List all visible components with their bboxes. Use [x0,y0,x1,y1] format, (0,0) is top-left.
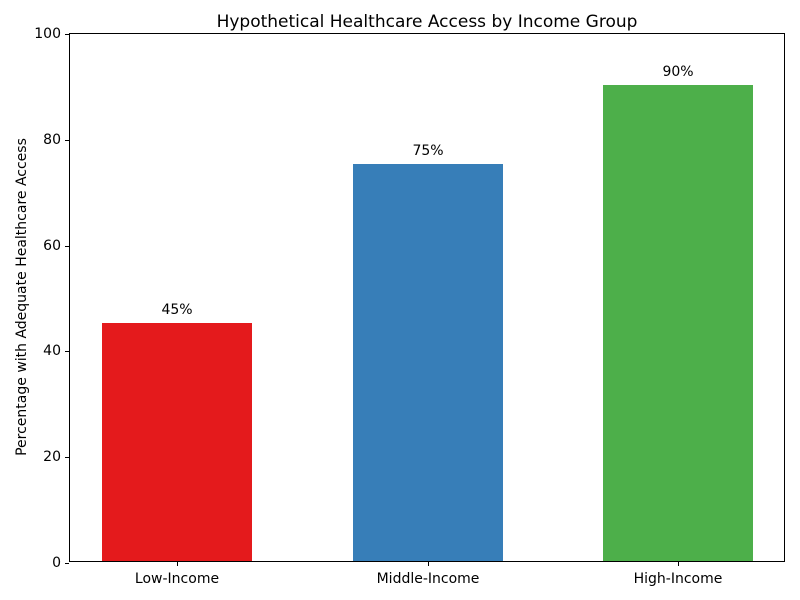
y-tick-label: 100 [34,26,61,42]
y-axis-tick [65,139,69,141]
y-tick-label: 20 [43,449,61,466]
x-axis-tick [678,562,679,566]
y-axis-tick [65,34,69,35]
x-axis-tick [177,562,178,566]
y-tick-label: 60 [43,237,61,254]
chart-title: Hypothetical Healthcare Access by Income… [216,12,638,32]
x-tick-label-high-income: High-Income [633,571,723,587]
y-axis-tick [65,351,69,353]
plot-area: 45% Low-Income 75% Middle-Income 90% High-Inc… [34,26,785,587]
y-tick-label: 40 [43,343,61,360]
bar-low-income [102,322,252,561]
x-tick-label-low-income: Low-Income [134,571,220,587]
y-axis-tick [65,245,69,247]
bar-value-label: 75% [412,143,444,160]
y-axis-label: Percentage with Adequate Healthcare Acce… [14,138,30,456]
y-axis-tick [65,457,69,459]
bar-value-label: 90% [662,63,694,80]
y-tick-label: 80 [43,131,61,148]
x-axis-tick [428,562,429,566]
bar-high-income [603,84,753,561]
y-axis-tick [65,563,69,564]
bar-value-label: 45% [161,301,193,318]
x-tick-label-middle-income: Middle-Income [376,571,480,587]
y-tick-label: 0 [52,555,61,571]
bar-middle-income [353,164,503,561]
